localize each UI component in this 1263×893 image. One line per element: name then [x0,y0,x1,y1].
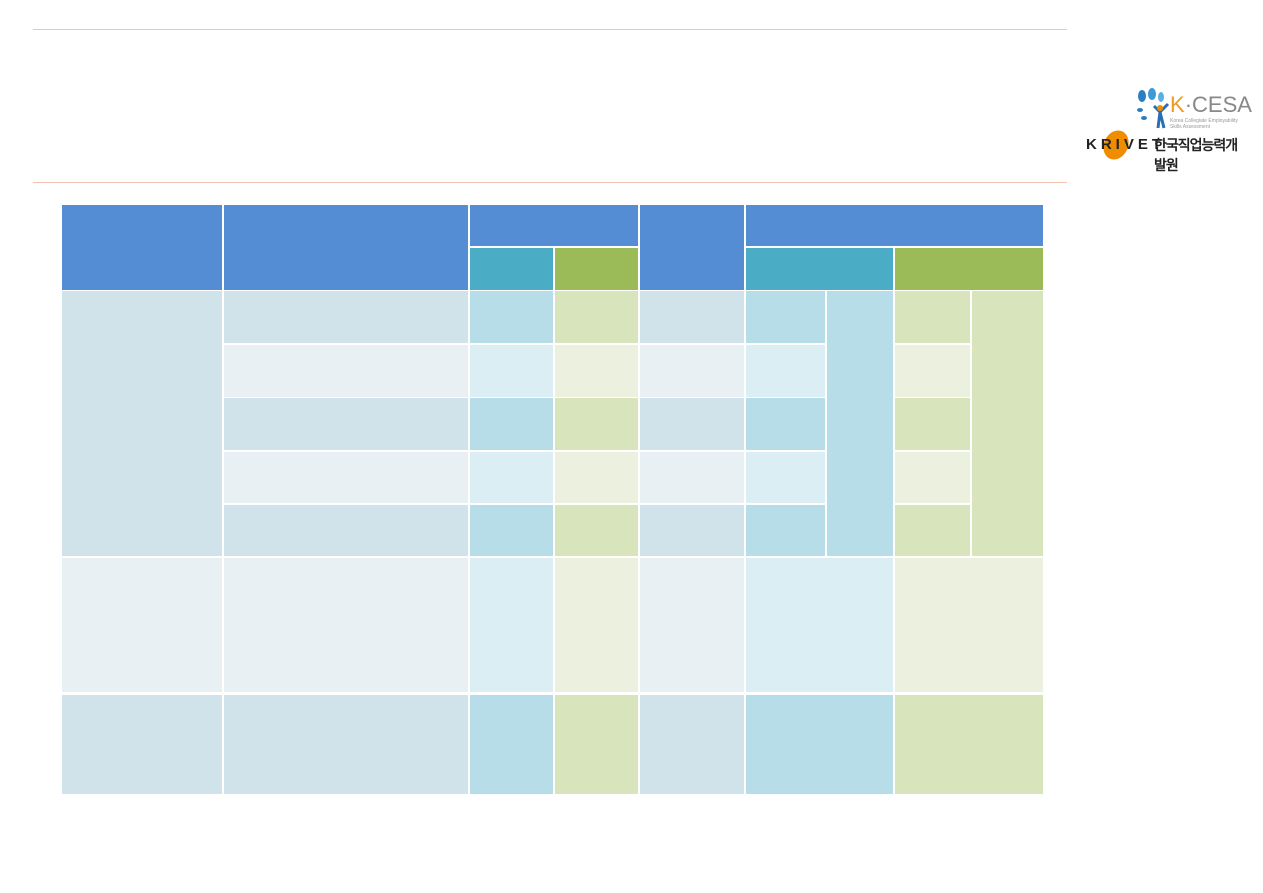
header-cell [224,205,468,290]
kcesa-krivet-logo: K·CESA Korea Collegiate Employability Sk… [1084,88,1252,173]
table-cell [895,505,970,556]
table-cell [640,452,744,503]
header-cell [470,205,638,246]
table-cell [555,398,638,450]
table-cell [224,505,468,556]
top-divider-line [33,29,1067,30]
table-cell [746,452,825,503]
group-cell [62,291,222,556]
table-cell [470,695,553,794]
table-cell [555,345,638,397]
table-cell [224,452,468,503]
table-cell [555,505,638,556]
table-cell [895,398,970,450]
table-cell [555,558,638,692]
table-cell [895,345,970,397]
table-cell [224,345,468,397]
kcesa-text: ·CESA [1184,92,1252,117]
table-cell [62,695,222,794]
table-cell [470,505,553,556]
table-cell [224,695,468,794]
table-cell [746,291,825,343]
table-cell [224,558,468,692]
table-cell [555,291,638,343]
table-cell [470,452,553,503]
table-cell [640,398,744,450]
header-cell [640,205,744,290]
kcesa-subtitle: Korea Collegiate Employability Skills As… [1170,118,1238,130]
table-cell [746,345,825,397]
table-cell [62,558,222,692]
table-cell [224,398,468,450]
table-cell [555,695,638,794]
krivet-text: KRIVET [1086,136,1166,153]
subheader-cell [555,248,638,290]
subheader-cell [746,248,893,290]
table-cell [746,505,825,556]
table-cell [895,558,1043,692]
bottom-divider-line [33,182,1067,183]
table-cell [640,558,744,692]
table-cell [470,398,553,450]
subheader-cell [470,248,553,290]
merged-cell [972,291,1043,556]
table-cell [640,291,744,343]
table-cell [640,505,744,556]
header-cell [746,205,1043,246]
table-cell [640,345,744,397]
table-cell [470,291,553,343]
krivet-korean-name: 한국직업능력개발원 [1154,137,1238,173]
table-cell [224,291,468,343]
table-cell [895,452,970,503]
table-cell [746,558,893,692]
table-cell [470,345,553,397]
merged-cell [827,291,893,556]
subheader-cell [895,248,1043,290]
table-cell [555,452,638,503]
table-cell [640,695,744,794]
table-cell [470,558,553,692]
table-cell [895,695,1043,794]
kcesa-k: K [1170,92,1185,117]
table-cell [746,695,893,794]
header-cell [62,205,222,290]
table-cell [895,291,970,343]
kcesa-figure-icon [1137,88,1170,129]
table-cell [746,398,825,450]
